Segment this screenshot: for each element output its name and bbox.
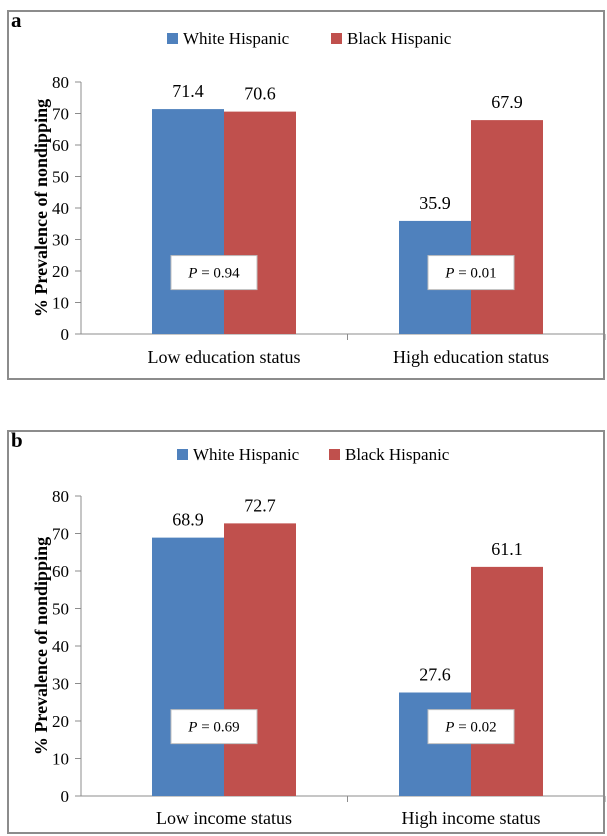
y-tick-label: 40	[52, 199, 69, 218]
data-label: 61.1	[491, 539, 523, 559]
data-label: 71.4	[172, 81, 204, 101]
panel-letter: a	[11, 8, 22, 32]
y-tick-label: 10	[52, 294, 69, 313]
chart-panel-a: a 0 10 20 30 40 50 60 70 80% Prevalence of nondi…	[7, 8, 606, 380]
y-tick-label: 0	[61, 787, 70, 806]
y-tick-label: 30	[52, 231, 69, 250]
bar	[152, 537, 224, 796]
data-label: 35.9	[419, 193, 451, 213]
bar	[224, 523, 296, 796]
data-label: 72.7	[244, 495, 276, 515]
y-tick-label: 30	[52, 675, 69, 694]
legend-label: White Hispanic	[183, 29, 290, 48]
bar	[152, 109, 224, 334]
legend-swatch	[329, 449, 340, 460]
y-axis-title: % Prevalence of nondipping	[31, 99, 51, 317]
legend-swatch	[331, 33, 342, 44]
chart-panel-b: b 0 10 20 30 40 50 60 70 80 % Prevalence of nondi…	[7, 428, 606, 834]
y-tick-label: 80	[52, 487, 69, 506]
y-tick-label: 80	[52, 73, 69, 92]
p-value-box	[427, 709, 515, 745]
x-category-label: High education status	[393, 347, 549, 367]
p-value-label: P = 0.01	[444, 266, 496, 282]
x-category-label: Low income status	[156, 808, 292, 828]
y-tick-label: 0	[61, 325, 70, 344]
p-value-label: P = 0.02	[444, 720, 496, 736]
y-tick-label: 20	[52, 712, 69, 731]
data-label: 67.9	[491, 92, 523, 112]
data-label: 70.6	[244, 84, 276, 104]
data-label: 27.6	[419, 665, 451, 685]
legend-label: Black Hispanic	[347, 29, 452, 48]
data-label: 68.9	[172, 510, 204, 530]
bar	[471, 566, 543, 796]
bar	[399, 692, 471, 796]
y-tick-label: 60	[52, 562, 69, 581]
chart-a-svg: 0 10 20 30 40 50 60 70 80% Prevalence of nondipp…	[31, 29, 606, 367]
y-tick-label: 50	[52, 168, 69, 187]
p-value-label: P = 0.94	[187, 266, 240, 282]
p-value-box	[170, 255, 258, 291]
p-value-label: P = 0.69	[187, 720, 239, 736]
y-tick-label: 40	[52, 637, 69, 656]
x-category-label: Low education status	[148, 347, 301, 367]
bar	[224, 111, 296, 334]
p-value-box	[427, 255, 515, 291]
y-tick-label: 60	[52, 136, 69, 155]
y-tick-label: 70	[52, 105, 69, 124]
y-axis-title: % Prevalence of nondipping	[31, 537, 51, 755]
chart-b-svg: 0 10 20 30 40 50 60 70 80 % Prevalence of nondipp…	[31, 445, 606, 828]
y-tick-label: 50	[52, 600, 69, 619]
p-value-box	[170, 709, 258, 745]
x-category-label: High income status	[402, 808, 541, 828]
legend-swatch	[167, 33, 178, 44]
y-tick-label: 20	[52, 262, 69, 281]
y-tick-label: 10	[52, 750, 69, 769]
panel-letter: b	[11, 428, 23, 452]
bar	[471, 120, 543, 335]
legend-label: White Hispanic	[193, 445, 300, 464]
legend-label: Black Hispanic	[345, 445, 450, 464]
legend-swatch	[177, 449, 188, 460]
y-tick-label: 70	[52, 525, 69, 544]
